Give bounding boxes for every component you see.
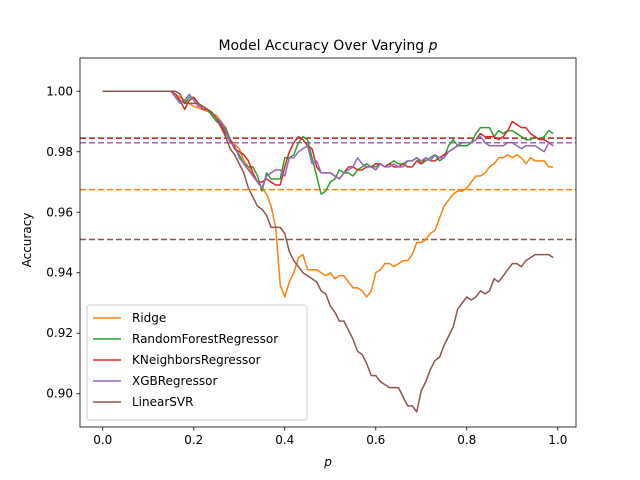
y-tick-label: 0.94	[46, 266, 73, 280]
y-tick-label: 0.98	[46, 145, 73, 159]
series-line-4	[102, 90, 554, 413]
legend: Ridge RandomForestRegressor KNeighborsRegr…	[86, 304, 308, 421]
x-axis-label: p	[323, 455, 332, 469]
plot-frame	[79, 57, 577, 428]
axes: 0.0 0.2 0.4 0.6 0.8 1.0 0.90 0.92 0.94 0.96 0.98 1.…	[46, 57, 577, 447]
chart-title-text: Model Accuracy Over Varying	[218, 38, 428, 54]
y-tick-label: 0.96	[46, 205, 73, 219]
x-tick-label: 0.4	[275, 433, 294, 447]
series-line-2	[102, 90, 554, 186]
legend-label-4: LinearSVR	[132, 395, 193, 409]
x-tick-label: 0.8	[457, 433, 476, 447]
chart-title-variable: p	[428, 38, 438, 54]
y-tick-label: 1.00	[46, 84, 73, 98]
series-line-0	[102, 90, 554, 298]
y-tick-label: 0.92	[46, 326, 73, 340]
legend-label-0: Ridge	[132, 311, 166, 325]
x-tick-label: 0.6	[366, 433, 385, 447]
plot-area	[80, 90, 576, 413]
y-tick-label: 0.90	[46, 387, 73, 401]
legend-label-2: KNeighborsRegressor	[132, 353, 261, 367]
legend-label-3: XGBRegressor	[132, 374, 217, 388]
y-axis-label: Accuracy	[20, 213, 34, 268]
x-tick-label: 0.0	[93, 433, 112, 447]
x-tick-label: 0.2	[184, 433, 203, 447]
series-line-3	[102, 90, 554, 189]
chart-title: Model Accuracy Over Varying p	[218, 38, 437, 54]
legend-label-1: RandomForestRegressor	[132, 332, 278, 346]
x-tick-label: 1.0	[548, 433, 567, 447]
legend-box	[86, 304, 308, 421]
